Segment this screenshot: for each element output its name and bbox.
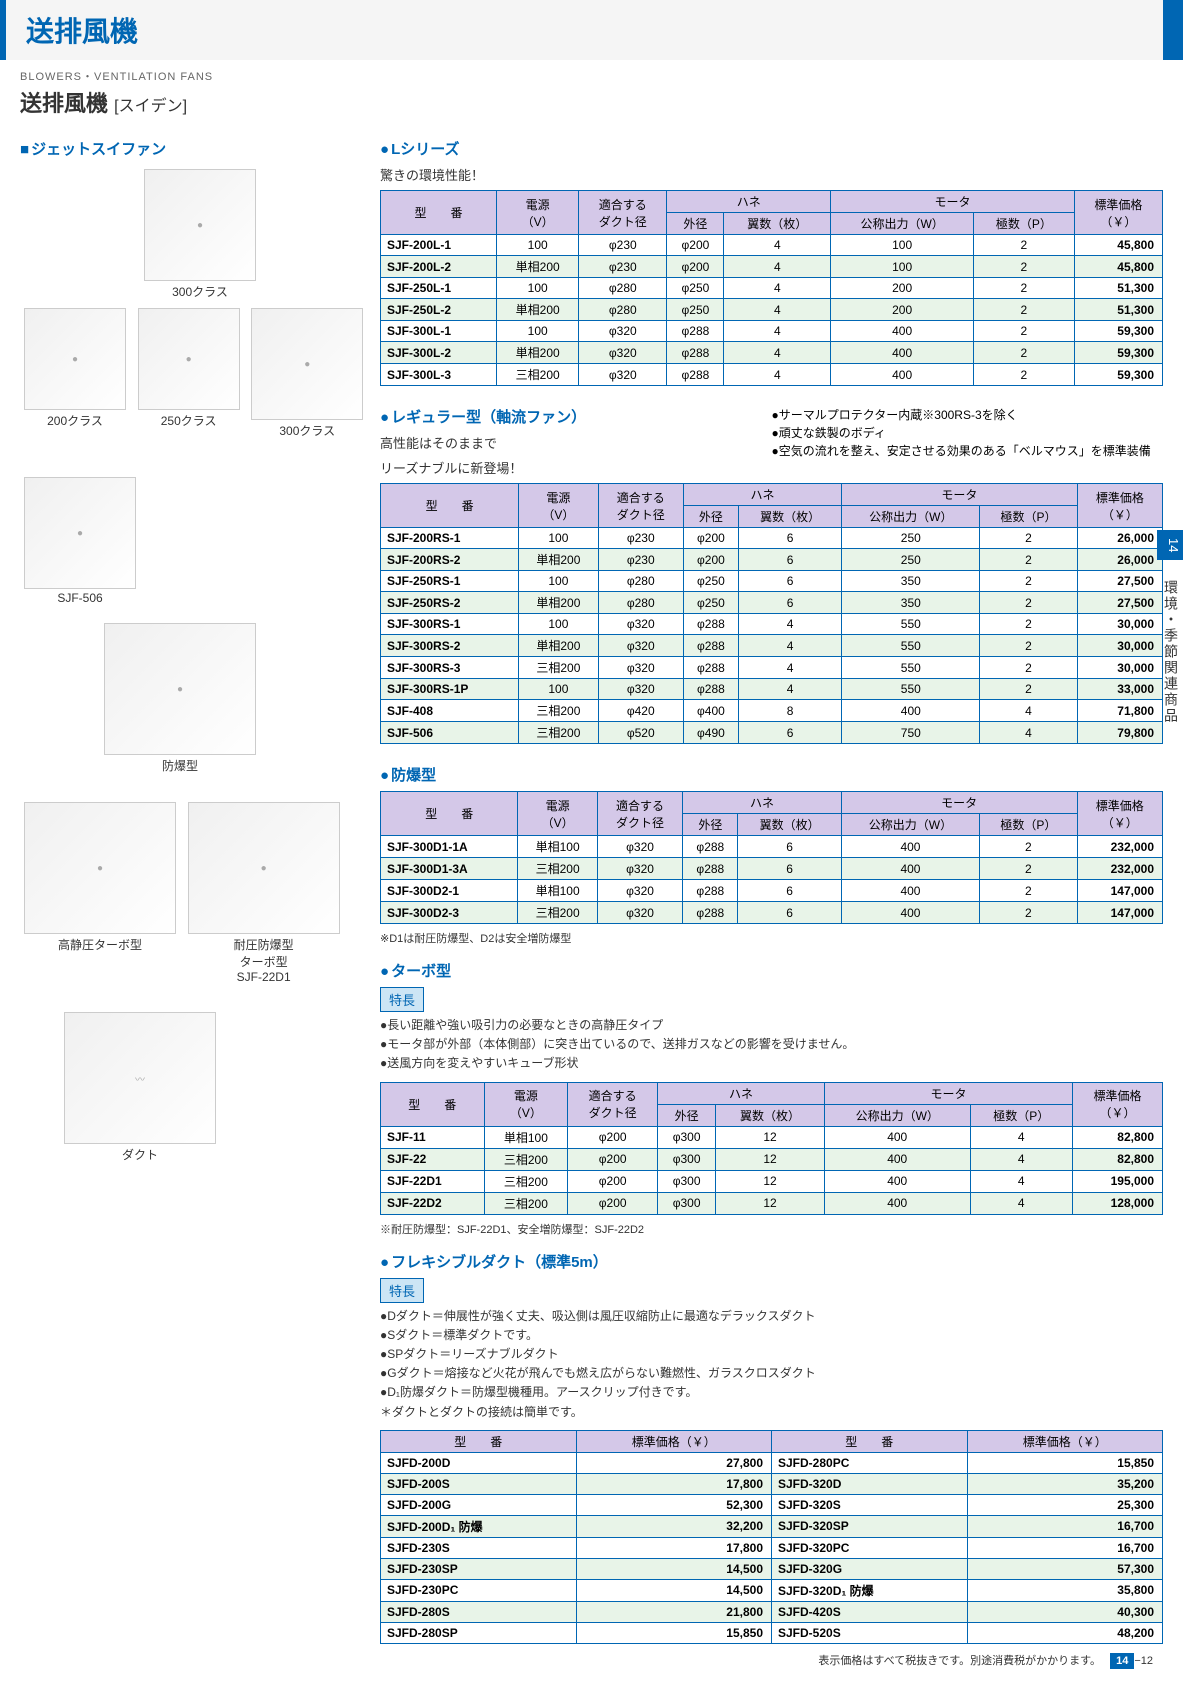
product-image: ● [24, 308, 126, 410]
subtitle-en: BLOWERS・VENTILATION FANS [20, 68, 1183, 84]
regular-title: レギュラー型（軸流ファン） [380, 406, 772, 427]
product-image: ● [104, 623, 256, 755]
turbo-table: 型 番電源 （V）適合する ダクト径ハネモータ標準価格 （￥） 外径翼数（枚）公… [380, 1082, 1163, 1215]
regular-table: 型 番電源 （V）適合する ダクト径ハネモータ標準価格 （￥） 外径翼数（枚）公… [380, 483, 1163, 744]
turbo-title: ターボ型 [380, 960, 1163, 981]
product-image: 〰 [64, 1012, 216, 1144]
explosion-note: ※D1は耐圧防爆型、D2は安全増防爆型 [380, 930, 1163, 946]
l-series-sub: 驚きの環境性能！ [380, 165, 1163, 184]
duct-table: 型 番標準価格（￥）型 番標準価格（￥） SJFD-200D27,800SJFD… [380, 1430, 1163, 1644]
subtitle-jp: 送排風機 [スイデン] [20, 86, 1183, 118]
product-image: ● [188, 802, 340, 934]
page-title: 送排風機 [26, 16, 138, 47]
duct-title: フレキシブルダクト（標準5m） [380, 1251, 1163, 1272]
product-image: ● [251, 308, 363, 420]
side-section-text: 環境・季節関連商品 [1161, 580, 1181, 724]
l-series-table: 型 番電源 （V）適合する ダクト径ハネモータ標準価格 （￥） 外径翼数（枚）公… [380, 190, 1163, 386]
product-image: ● [144, 169, 256, 281]
l-series-title: Lシリーズ [380, 138, 1163, 159]
jet-fan-label: ジェットスイファン [20, 138, 370, 159]
turbo-note: ※耐圧防爆型：SJF-22D1、安全増防爆型：SJF-22D2 [380, 1221, 1163, 1237]
explosion-table: 型 番電源 （V）適合する ダクト径ハネモータ標準価格 （￥） 外径翼数（枚）公… [380, 791, 1163, 924]
product-image: ● [24, 802, 176, 934]
explosion-title: 防爆型 [380, 764, 1163, 785]
product-image: ● [24, 477, 136, 589]
page-footer: 表示価格はすべて税抜きです。別途消費税がかかります。 14−12 [0, 1644, 1183, 1689]
product-image: ● [138, 308, 240, 410]
side-section-number: 14 [1157, 530, 1183, 560]
